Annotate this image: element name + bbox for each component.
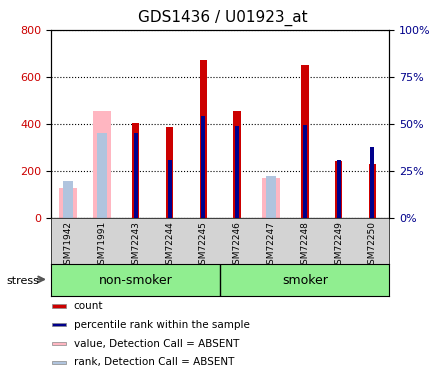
Text: smoker: smoker xyxy=(282,274,328,287)
Text: percentile rank within the sample: percentile rank within the sample xyxy=(74,320,250,330)
Bar xyxy=(63,181,73,218)
Text: GDS1436 / U01923_at: GDS1436 / U01923_at xyxy=(138,9,307,26)
Text: GSM72248: GSM72248 xyxy=(300,221,309,270)
Bar xyxy=(97,133,107,218)
Bar xyxy=(132,123,139,218)
Bar xyxy=(167,160,172,218)
Text: GSM72249: GSM72249 xyxy=(334,221,343,270)
Bar xyxy=(266,177,276,218)
Bar xyxy=(59,188,77,218)
Bar xyxy=(234,111,241,218)
Text: count: count xyxy=(74,301,103,311)
Bar xyxy=(200,60,207,217)
Bar xyxy=(303,125,307,217)
Text: value, Detection Call = ABSENT: value, Detection Call = ABSENT xyxy=(74,339,239,348)
Bar xyxy=(369,164,376,218)
Bar xyxy=(370,147,375,218)
Bar xyxy=(201,116,206,218)
Text: GSM71991: GSM71991 xyxy=(97,221,106,270)
Bar xyxy=(93,111,111,218)
Bar xyxy=(336,160,341,218)
FancyBboxPatch shape xyxy=(53,323,66,326)
Text: GSM72250: GSM72250 xyxy=(368,221,377,270)
Bar xyxy=(166,127,173,218)
FancyBboxPatch shape xyxy=(53,361,66,364)
Text: GSM72243: GSM72243 xyxy=(131,221,140,270)
Text: rank, Detection Call = ABSENT: rank, Detection Call = ABSENT xyxy=(74,357,234,367)
Bar xyxy=(262,178,280,218)
FancyBboxPatch shape xyxy=(53,304,66,307)
Bar xyxy=(301,65,308,218)
Text: GSM72247: GSM72247 xyxy=(267,221,275,270)
Text: stress: stress xyxy=(7,276,40,285)
Bar xyxy=(235,126,239,218)
Text: non-smoker: non-smoker xyxy=(99,274,173,287)
FancyBboxPatch shape xyxy=(53,342,66,345)
Bar xyxy=(335,161,342,218)
Text: GSM72244: GSM72244 xyxy=(165,221,174,270)
Text: GSM72246: GSM72246 xyxy=(233,221,242,270)
Bar xyxy=(134,133,138,218)
Text: GSM71942: GSM71942 xyxy=(64,221,73,270)
Text: GSM72245: GSM72245 xyxy=(199,221,208,270)
